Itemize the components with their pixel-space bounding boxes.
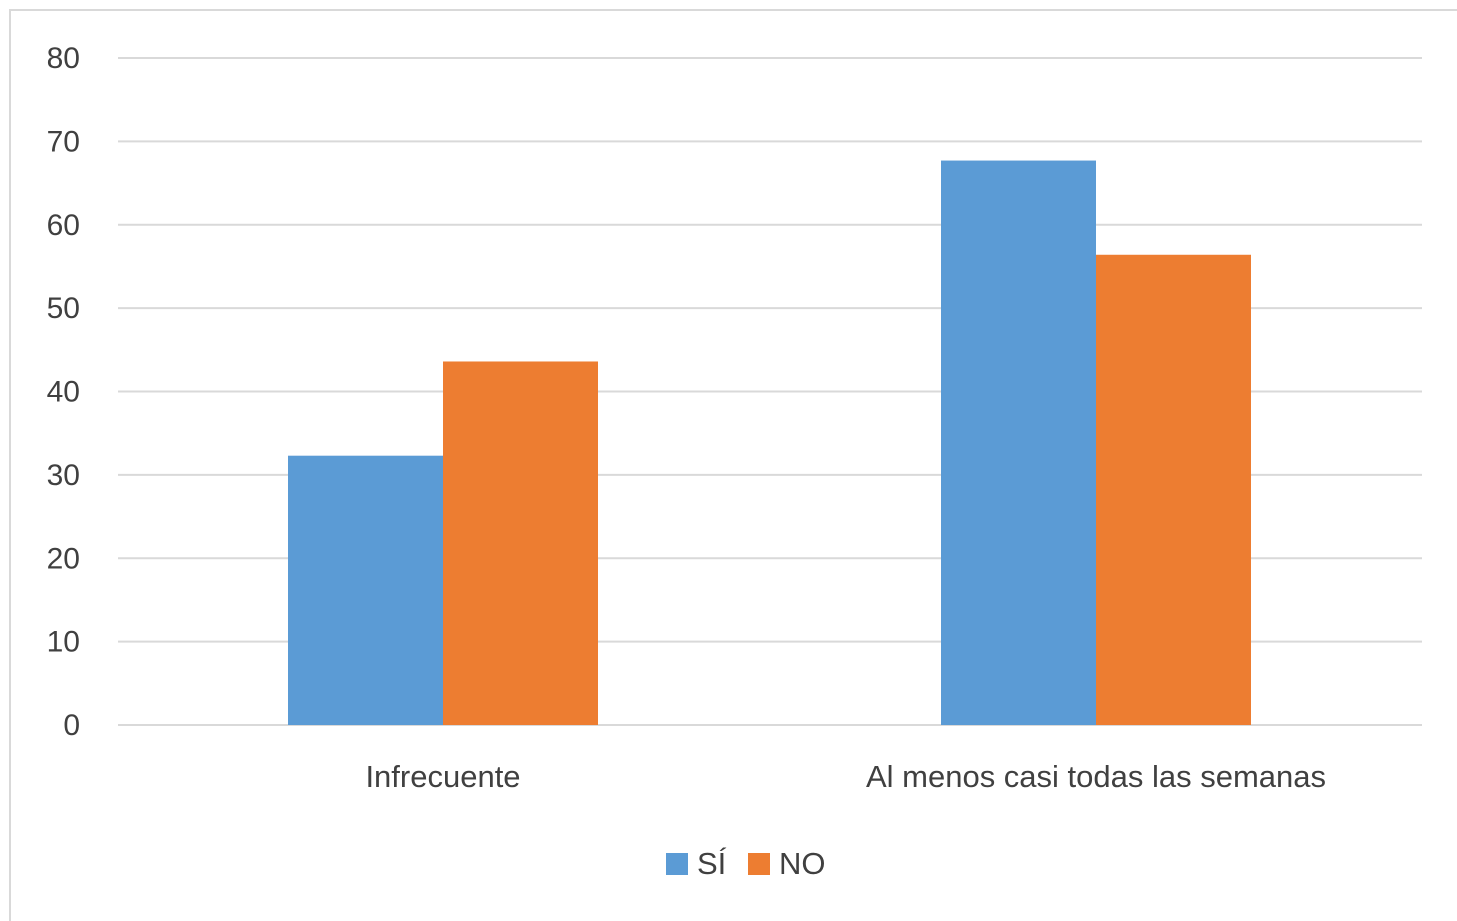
- x-category-label-2: Al menos casi todas las semanas: [866, 759, 1326, 794]
- bar-no-1: [443, 361, 598, 725]
- legend-label-si: SÍ: [697, 846, 727, 881]
- y-axis-tick-labels: 0 10 20 30 40 50 60 70 80: [47, 42, 80, 742]
- legend: SÍ NO: [666, 846, 826, 881]
- y-tick-label-0: 0: [63, 709, 80, 742]
- legend-item-no: NO: [748, 846, 826, 881]
- bar-si-1: [288, 455, 443, 725]
- y-tick-label-20: 20: [47, 542, 80, 575]
- legend-swatch-si: [666, 853, 688, 875]
- y-tick-label-70: 70: [47, 125, 80, 158]
- x-category-label-1: Infrecuente: [365, 759, 520, 794]
- legend-item-si: SÍ: [666, 846, 727, 881]
- y-tick-label-80: 80: [47, 42, 80, 75]
- y-tick-label-40: 40: [47, 376, 80, 409]
- bar-no-2: [1096, 254, 1251, 725]
- bar-si-2: [941, 160, 1096, 725]
- bars: [288, 160, 1251, 725]
- x-axis-category-labels: Infrecuente Al menos casi todas las seman…: [365, 759, 1326, 794]
- y-tick-label-50: 50: [47, 292, 80, 325]
- y-tick-label-30: 30: [47, 459, 80, 492]
- y-tick-label-10: 10: [47, 626, 80, 659]
- legend-label-no: NO: [779, 846, 826, 881]
- legend-swatch-no: [748, 853, 770, 875]
- y-tick-label-60: 60: [47, 209, 80, 242]
